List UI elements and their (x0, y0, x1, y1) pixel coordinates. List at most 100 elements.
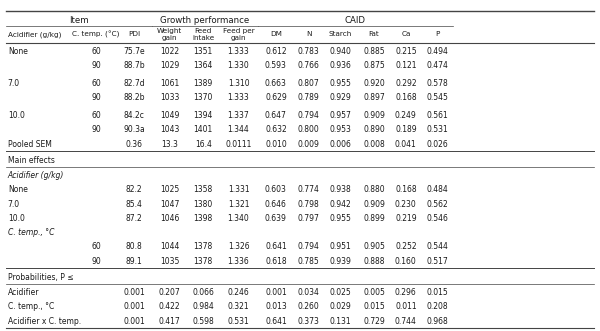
Text: 0.219: 0.219 (395, 214, 416, 223)
Text: 0.015: 0.015 (363, 302, 385, 311)
Text: Weight
gain: Weight gain (157, 28, 182, 41)
Text: 1.336: 1.336 (227, 257, 250, 266)
Text: P: P (435, 31, 439, 37)
Text: 0.641: 0.641 (265, 317, 287, 326)
Text: 0.968: 0.968 (426, 317, 448, 326)
Text: 75.7e: 75.7e (124, 47, 145, 56)
Text: 0.789: 0.789 (298, 93, 320, 102)
Text: 1389: 1389 (194, 79, 213, 88)
Text: 0.632: 0.632 (265, 125, 287, 134)
Text: 60: 60 (91, 111, 101, 120)
Text: 0.296: 0.296 (395, 288, 417, 297)
Text: C. temp. (°C): C. temp. (°C) (72, 31, 119, 38)
Text: Growth performance: Growth performance (160, 16, 250, 25)
Text: 0.417: 0.417 (158, 317, 181, 326)
Text: 0.561: 0.561 (426, 111, 448, 120)
Text: 7.0: 7.0 (8, 200, 20, 209)
Text: 0.885: 0.885 (363, 47, 385, 56)
Text: 0.252: 0.252 (395, 242, 416, 252)
Text: 0.909: 0.909 (363, 200, 385, 209)
Text: C. temp., °C: C. temp., °C (8, 302, 54, 311)
Text: Starch: Starch (329, 31, 352, 37)
Text: 0.008: 0.008 (363, 140, 385, 149)
Text: 1029: 1029 (160, 61, 179, 70)
Text: 1044: 1044 (160, 242, 179, 252)
Text: 60: 60 (91, 79, 101, 88)
Text: 0.001: 0.001 (124, 288, 145, 297)
Text: 0.783: 0.783 (298, 47, 320, 56)
Text: 10.0: 10.0 (8, 214, 25, 223)
Text: 60: 60 (91, 242, 101, 252)
Text: 0.131: 0.131 (330, 317, 352, 326)
Text: 0.598: 0.598 (193, 317, 214, 326)
Text: 0.36: 0.36 (125, 140, 143, 149)
Text: 0.729: 0.729 (363, 317, 385, 326)
Text: 0.957: 0.957 (329, 111, 352, 120)
Text: 88.7b: 88.7b (124, 61, 145, 70)
Text: 1.326: 1.326 (228, 242, 250, 252)
Text: 0.939: 0.939 (329, 257, 352, 266)
Text: 0.899: 0.899 (363, 214, 385, 223)
Text: 0.292: 0.292 (395, 79, 416, 88)
Text: 0.807: 0.807 (298, 79, 320, 88)
Text: 1358: 1358 (194, 185, 213, 194)
Text: 0.953: 0.953 (329, 125, 352, 134)
Text: 0.001: 0.001 (124, 302, 145, 311)
Text: 0.034: 0.034 (298, 288, 320, 297)
Text: Main effects: Main effects (8, 156, 55, 165)
Text: 1.333: 1.333 (227, 93, 250, 102)
Text: 0.663: 0.663 (265, 79, 287, 88)
Text: 0.618: 0.618 (265, 257, 287, 266)
Text: 0.546: 0.546 (426, 214, 448, 223)
Text: 1049: 1049 (160, 111, 179, 120)
Text: 0.494: 0.494 (426, 47, 448, 56)
Text: 1.330: 1.330 (227, 61, 250, 70)
Text: 0.639: 0.639 (265, 214, 287, 223)
Text: 89.1: 89.1 (126, 257, 143, 266)
Text: 0.121: 0.121 (395, 61, 416, 70)
Text: 87.2: 87.2 (126, 214, 143, 223)
Text: 0.189: 0.189 (395, 125, 416, 134)
Text: 1.337: 1.337 (227, 111, 250, 120)
Text: None: None (8, 47, 28, 56)
Text: 0.578: 0.578 (426, 79, 448, 88)
Text: Fat: Fat (369, 31, 379, 37)
Text: 90: 90 (91, 125, 101, 134)
Text: 0.474: 0.474 (426, 61, 448, 70)
Text: 0.230: 0.230 (395, 200, 417, 209)
Text: 10.0: 10.0 (8, 111, 25, 120)
Text: 0.612: 0.612 (265, 47, 287, 56)
Text: 1046: 1046 (160, 214, 179, 223)
Text: 13.3: 13.3 (161, 140, 178, 149)
Text: 1.344: 1.344 (227, 125, 250, 134)
Text: 60: 60 (91, 47, 101, 56)
Text: 0.951: 0.951 (329, 242, 352, 252)
Text: 0.647: 0.647 (265, 111, 287, 120)
Text: 1.340: 1.340 (227, 214, 250, 223)
Text: 1061: 1061 (160, 79, 179, 88)
Text: 0.785: 0.785 (298, 257, 320, 266)
Text: 7.0: 7.0 (8, 79, 20, 88)
Text: 1401: 1401 (194, 125, 213, 134)
Text: 0.029: 0.029 (329, 302, 352, 311)
Text: 0.774: 0.774 (298, 185, 320, 194)
Text: 0.001: 0.001 (124, 317, 145, 326)
Text: 0.794: 0.794 (298, 242, 320, 252)
Text: 0.006: 0.006 (329, 140, 352, 149)
Text: 0.015: 0.015 (426, 288, 448, 297)
Text: 0.888: 0.888 (364, 257, 385, 266)
Text: 1047: 1047 (160, 200, 179, 209)
Text: 0.909: 0.909 (363, 111, 385, 120)
Text: 0.880: 0.880 (363, 185, 385, 194)
Text: 0.517: 0.517 (426, 257, 448, 266)
Text: 0.0111: 0.0111 (226, 140, 252, 149)
Text: 1378: 1378 (194, 257, 213, 266)
Text: 0.955: 0.955 (329, 214, 352, 223)
Text: 0.800: 0.800 (298, 125, 320, 134)
Text: 1.333: 1.333 (227, 47, 250, 56)
Text: 1370: 1370 (194, 93, 213, 102)
Text: 90: 90 (91, 257, 101, 266)
Text: 0.798: 0.798 (298, 200, 320, 209)
Text: Feed
intake: Feed intake (192, 28, 214, 41)
Text: 0.321: 0.321 (228, 302, 250, 311)
